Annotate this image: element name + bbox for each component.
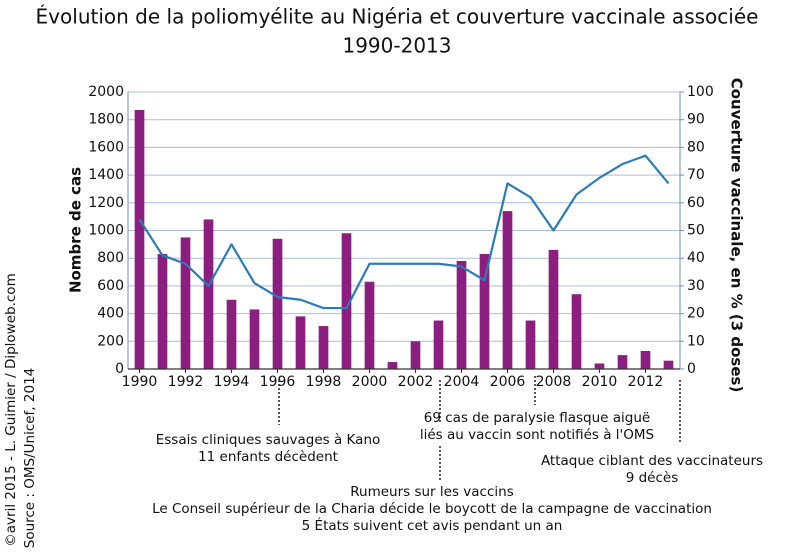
y2-tick-label: 40	[687, 250, 705, 266]
annotation: 11 enfants décèdent	[198, 449, 338, 465]
bar	[272, 238, 283, 369]
chart-subtitle: 1990-2013	[342, 34, 451, 58]
annotation: liés au vaccin sont notifiés à l'OMS	[420, 427, 654, 443]
y-axis-title: Nombre de cas	[67, 167, 85, 293]
bar	[433, 320, 444, 369]
bar	[640, 350, 651, 369]
annotation: Essais cliniques sauvages à Kano	[156, 432, 381, 448]
y2-tick-label: 20	[687, 306, 705, 322]
annotation: 5 États suivent cet avis pendant un an	[302, 517, 563, 534]
bar	[249, 309, 260, 369]
y2-tick-label: 100	[687, 84, 714, 100]
bar	[594, 363, 605, 369]
y2-axis-title: Couverture vaccinale, en % (3 doses)	[728, 78, 746, 393]
chart-title: Évolution de la poliomyélite au Nigéria …	[36, 5, 759, 29]
bar	[502, 211, 513, 369]
bar	[226, 299, 237, 369]
bar	[203, 219, 214, 369]
bar	[387, 362, 398, 369]
y-tick-label: 1000	[88, 223, 124, 239]
x-tick-label: 1994	[214, 374, 250, 390]
x-tick-label: 1990	[122, 374, 158, 390]
bar	[456, 260, 467, 369]
line	[138, 154, 670, 310]
y2-tick-label: 50	[687, 223, 705, 239]
x-tick-label: 2000	[352, 374, 388, 390]
bar	[180, 237, 191, 369]
x-tick-label: 2010	[582, 374, 618, 390]
credit: ©avril 2015 - L. Guimier / Diploweb.com	[3, 273, 19, 546]
bar	[479, 254, 490, 369]
annotation: 9 décès	[626, 470, 679, 486]
y2-tick-label: 90	[687, 112, 705, 128]
annotation: 69 cas de paralysie flasque aiguë	[424, 410, 650, 426]
y-tick-label: 1400	[88, 167, 124, 183]
y-tick-label: 0	[115, 361, 124, 377]
x-tick-label: 2004	[444, 374, 480, 390]
y-tick-label: 1600	[88, 139, 124, 155]
bar	[617, 355, 628, 369]
annotation: Le Conseil supérieur de la Charia décide…	[152, 501, 712, 517]
bar	[318, 326, 329, 369]
bar	[341, 233, 352, 369]
x-tick-label: 1996	[260, 374, 296, 390]
credit: Source : OMS/Unicef, 2014	[22, 368, 38, 549]
x-tick-label: 1998	[306, 374, 342, 390]
bar	[663, 360, 674, 369]
y2-tick-label: 60	[687, 195, 705, 211]
annotation: Rumeurs sur les vaccins	[350, 484, 513, 500]
y-tick-label: 400	[97, 306, 124, 322]
y-tick-label: 2000	[88, 84, 124, 100]
y-tick-label: 600	[97, 278, 124, 294]
y2-tick-label: 0	[687, 361, 696, 377]
bar	[157, 254, 168, 369]
y2-tick-label: 10	[687, 333, 705, 349]
y-tick-label: 800	[97, 250, 124, 266]
bar	[134, 110, 145, 369]
bar	[525, 320, 536, 369]
x-tick-label: 2002	[398, 374, 434, 390]
x-tick-label: 2012	[628, 374, 664, 390]
y-tick-label: 1200	[88, 195, 124, 211]
x-tick-label: 2006	[490, 374, 526, 390]
y2-tick-label: 30	[687, 278, 705, 294]
bar	[364, 281, 375, 369]
bar	[571, 294, 582, 369]
y2-tick-label: 80	[687, 139, 705, 155]
annotation: Attaque ciblant des vaccinateurs	[541, 453, 763, 469]
bar	[410, 341, 421, 369]
bar	[295, 316, 306, 369]
y-tick-label: 1800	[88, 112, 124, 128]
y2-tick-label: 70	[687, 167, 705, 183]
y-tick-label: 200	[97, 333, 124, 349]
bar	[548, 249, 559, 369]
x-tick-label: 1992	[168, 374, 204, 390]
x-tick-label: 2008	[536, 374, 572, 390]
